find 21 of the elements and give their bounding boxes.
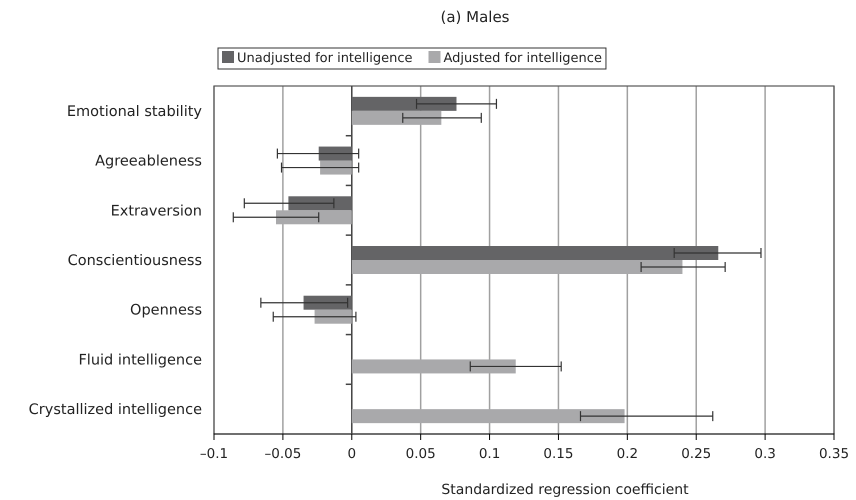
y-tick-label: Conscientiousness [68, 253, 202, 269]
x-tick-label: –0.05 [264, 446, 302, 462]
x-tick-label: 0.15 [543, 446, 574, 462]
x-tick-label: 0.25 [681, 446, 712, 462]
y-tick-label: Crystallized intelligence [28, 402, 202, 418]
x-tick-label: 0.35 [818, 446, 850, 462]
y-tick-label: Agreeableness [95, 154, 202, 170]
y-tick-label: Openness [130, 302, 202, 319]
legend-label: Adjusted for intelligence [444, 51, 602, 66]
legend-label: Unadjusted for intelligence [237, 51, 412, 66]
x-tick-label: 0.3 [754, 446, 776, 462]
x-tick-label: 0 [347, 446, 356, 462]
y-tick-label: Extraversion [110, 203, 202, 220]
x-axis-title: Standardized regression coefficient [441, 482, 690, 498]
x-tick-label: –0.1 [200, 446, 228, 462]
x-tick-label: 0.2 [616, 446, 638, 462]
x-tick-label: 0.05 [406, 446, 436, 462]
y-tick-label: Fluid intelligence [78, 352, 202, 368]
y-tick-label: Emotional stability [66, 104, 202, 120]
chart-title: (a) Males [440, 8, 510, 26]
x-tick-label: 0.1 [478, 446, 500, 462]
